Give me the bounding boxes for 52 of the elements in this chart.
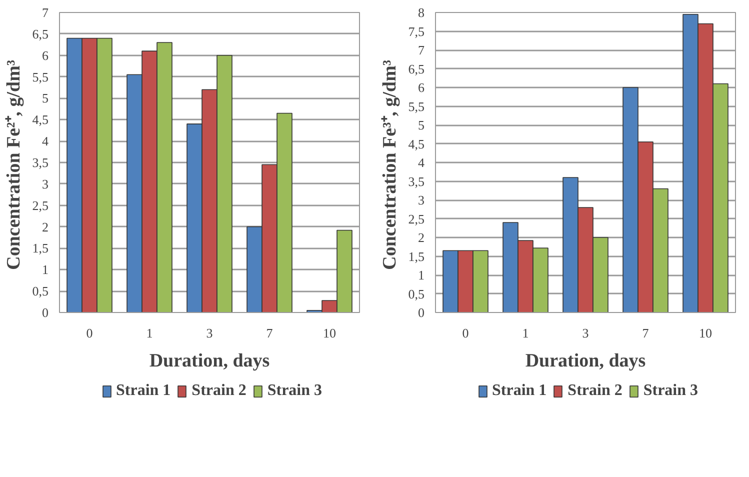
y-axis-title: Concentration Fe³⁺, g/dm³	[379, 60, 400, 270]
y-tick-label: 1,5	[32, 240, 48, 256]
y-tick-label: 0	[418, 305, 424, 320]
y-axis-title: Concentration Fe²⁺, g/dm³	[3, 60, 24, 270]
y-tick-label: 3,5	[408, 174, 424, 189]
legend-label: Strain 2	[568, 382, 622, 400]
y-tick-label: 1	[418, 268, 424, 282]
y-tick-label: 4,5	[32, 112, 48, 128]
y-tick-label: 2	[42, 219, 48, 234]
y-tick-label: 4	[418, 155, 425, 170]
y-tick-label: 1	[42, 262, 48, 278]
x-tick-label: 10	[699, 326, 712, 340]
y-tick-label: 2,5	[408, 211, 424, 226]
y-tick-label: 0	[42, 305, 48, 320]
legend-label: Strain 2	[192, 382, 246, 400]
y-tick-label: 6	[42, 48, 49, 63]
legend-label: Strain 1	[116, 382, 171, 400]
y-tick-label: 5	[42, 90, 48, 106]
x-tick-label: 0	[462, 326, 469, 340]
y-tick-label: 0,5	[408, 286, 424, 302]
x-tick-label: 3	[582, 326, 589, 340]
x-tick-label: 7	[266, 326, 274, 340]
y-tick-label: 6,5	[32, 26, 48, 42]
legend-label: Strain 1	[492, 382, 547, 400]
y-tick-label: 8	[418, 5, 424, 20]
y-tick-label: 3	[42, 176, 48, 192]
x-tick-label: 3	[206, 326, 213, 340]
x-tick-label: 10	[323, 326, 336, 340]
x-tick-label: 1	[146, 326, 153, 340]
y-tick-label: 6,5	[408, 61, 424, 76]
x-tick-label: 1	[522, 326, 529, 340]
legend-label: Strain 3	[267, 382, 322, 400]
y-tick-label: 5,5	[32, 69, 48, 84]
y-tick-label: 4,5	[408, 136, 424, 152]
y-tick-label: 5	[418, 118, 424, 132]
y-tick-label: 1,5	[408, 248, 424, 264]
y-tick-label: 0,5	[32, 284, 48, 299]
y-tick-label: 7	[42, 5, 49, 20]
y-tick-label: 2	[418, 230, 424, 245]
y-tick-label: 7,5	[408, 24, 424, 39]
y-tick-label: 2,5	[32, 198, 48, 213]
y-tick-label: 4	[42, 134, 49, 149]
y-tick-label: 6	[418, 80, 425, 95]
legend-label: Strain 3	[643, 382, 698, 400]
x-tick-label: 7	[642, 326, 650, 340]
x-axis-title: Duration, days	[525, 350, 646, 372]
y-tick-label: 7	[418, 42, 425, 58]
y-tick-label: 5,5	[408, 98, 424, 114]
x-tick-label: 0	[86, 326, 93, 340]
x-axis-title: Duration, days	[149, 350, 270, 372]
y-tick-label: 3	[418, 192, 424, 208]
y-tick-label: 3,5	[32, 155, 48, 170]
